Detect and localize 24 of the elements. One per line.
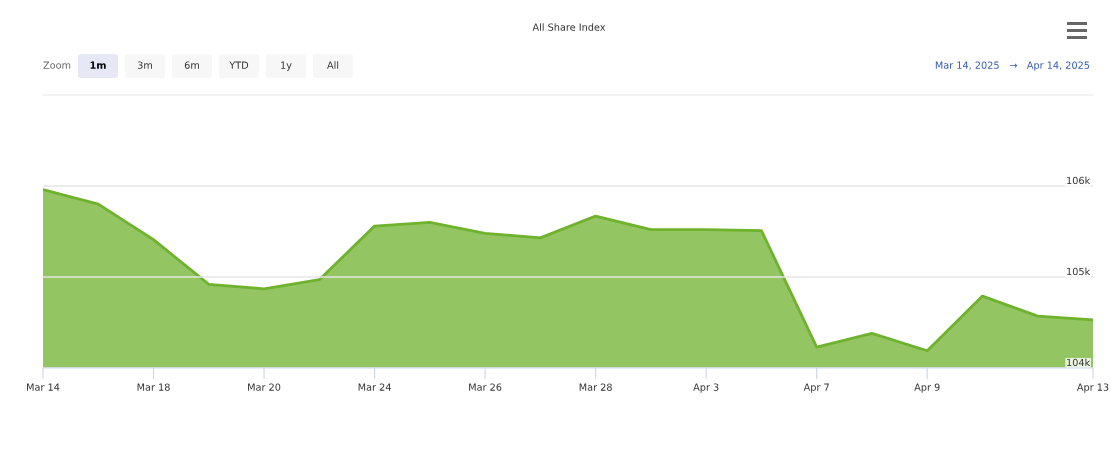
x-tick-label: Apr 9 — [914, 383, 940, 393]
y-tick-label: 104k — [1067, 358, 1091, 367]
text: YTD — [229, 61, 249, 69]
x-tick-label: Mar 20 — [248, 383, 281, 391]
text: 3m — [137, 61, 152, 69]
x-tick-label: Apr 7 — [803, 383, 829, 393]
x-tick-label: Apr 3 — [693, 383, 719, 393]
text: Mar 14, 2025 — [935, 61, 999, 70]
text: 1y — [281, 61, 292, 71]
x-tick-label: Apr 13 — [1076, 383, 1109, 393]
x-tick-label: Mar 28 — [579, 383, 612, 391]
text: Apr 14, 2025 — [1026, 61, 1090, 71]
text: → — [1010, 63, 1018, 68]
x-tick-label: Mar 18 — [137, 383, 170, 391]
x-tick-label: Mar 14 — [27, 383, 60, 391]
x-tick-label: Mar 24 — [358, 383, 391, 391]
chart-title: All Share Index — [532, 23, 606, 31]
y-tick-label: 105k — [1067, 267, 1091, 276]
text: All — [327, 61, 339, 69]
text: 6m — [184, 61, 199, 69]
y-tick-label: 106k — [1067, 176, 1091, 185]
text: 1m — [90, 61, 106, 69]
x-tick-label: Mar 26 — [469, 383, 502, 391]
text: Zoom — [43, 61, 71, 69]
